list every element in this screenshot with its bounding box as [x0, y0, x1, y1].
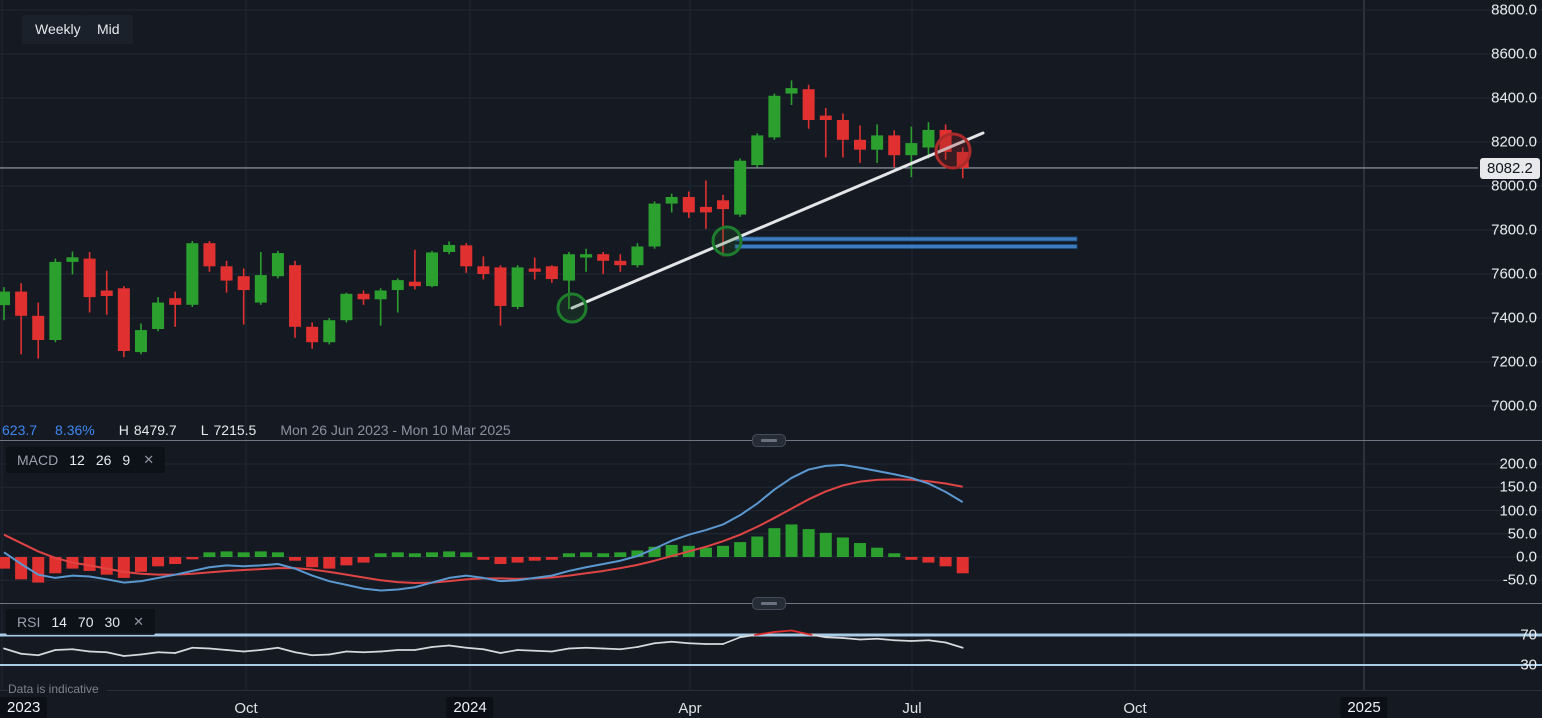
price-tick-label: 7200.0: [1491, 353, 1537, 371]
rsi-close-icon[interactable]: ✕: [133, 614, 144, 629]
pane-resize-handle[interactable]: [752, 597, 786, 610]
rsi-param-lower: 30: [104, 614, 121, 630]
rsi-level-label: 70: [1520, 626, 1537, 644]
macd-tick-label: 100.0: [1499, 502, 1537, 519]
time-axis-label: Oct: [1123, 700, 1147, 717]
high-prefix: H: [118, 422, 129, 438]
time-axis-label: Jul: [902, 700, 922, 717]
price-tick-label: 8800.0: [1491, 1, 1537, 19]
rsi-label: RSI: [17, 614, 41, 630]
rsi-param-upper: 70: [77, 614, 94, 630]
macd-tick-label: 0.0: [1516, 548, 1537, 566]
parallel-line-drawing: [734, 236, 1078, 242]
drawing-overlays[interactable]: [556, 131, 1078, 324]
macd-param-fast: 12: [69, 452, 85, 468]
instrument-status-bar: 623.7 8.36% H 8479.7 L 7215.5 Mon 26 Jun 2…: [2, 421, 511, 439]
gridlines: [0, 0, 1542, 690]
macd-tick-label: 50.0: [1507, 525, 1537, 543]
macd-series: [0, 463, 969, 592]
high-value: H 8479.7: [119, 422, 177, 438]
time-axis-label: Oct: [234, 700, 258, 717]
macd-label: MACD: [17, 452, 59, 468]
macd-param-signal: 9: [122, 452, 131, 468]
green-circle-annotation: [711, 225, 743, 257]
rsi-param-length: 14: [51, 614, 67, 630]
low-number: 7215.5: [213, 422, 257, 438]
low-prefix: L: [200, 422, 209, 438]
mid-price-button[interactable]: Mid: [84, 15, 133, 44]
rsi-indicator-chip[interactable]: RSI 14 70 30 ✕: [6, 609, 155, 635]
indicator-levels: [0, 633, 1542, 666]
macd-tick-label: 200.0: [1499, 455, 1537, 473]
rsi-level-label: 30: [1520, 656, 1537, 674]
data-indicative-disclaimer: Data is indicative: [8, 682, 107, 696]
green-circle-annotation: [556, 292, 588, 324]
price-tick-label: 7600.0: [1491, 265, 1537, 283]
macd-param-slow: 26: [95, 452, 112, 468]
price-series: [0, 80, 969, 359]
time-axis-label: Apr: [678, 700, 702, 717]
high-number: 8479.7: [133, 422, 177, 438]
pane-resize-handle[interactable]: [752, 434, 786, 447]
price-tick-label: 8000.0: [1491, 177, 1537, 195]
macd-tick-label: 150.0: [1499, 478, 1537, 496]
low-value: L 7215.5: [201, 422, 257, 438]
price-tick-label: 8200.0: [1491, 133, 1537, 151]
red-circle-annotation: [934, 132, 972, 170]
timeframe-weekly-button[interactable]: Weekly: [22, 15, 94, 44]
time-axis-label: 2024: [446, 697, 494, 718]
macd-tick-label: -50.0: [1502, 571, 1537, 589]
rsi-series: [3, 629, 964, 657]
parallel-line-drawing: [734, 244, 1078, 249]
price-tick-label: 7000.0: [1491, 397, 1537, 415]
change-value: 623.7: [2, 422, 38, 438]
current-price-label: 8082.2: [1480, 158, 1540, 179]
price-tick-label: 7800.0: [1491, 221, 1537, 239]
macd-indicator-chip[interactable]: MACD 12 26 9 ✕: [6, 447, 166, 473]
time-axis-label: 2025: [1340, 697, 1388, 718]
trendline-drawing: [570, 131, 985, 310]
change-percent: 8.36%: [55, 422, 95, 438]
price-tick-label: 8400.0: [1491, 89, 1537, 107]
price-tick-label: 8600.0: [1491, 45, 1537, 63]
price-tick-label: 7400.0: [1491, 309, 1537, 327]
date-range: Mon 26 Jun 2023 - Mon 10 Mar 2025: [280, 422, 511, 438]
macd-close-icon[interactable]: ✕: [143, 452, 155, 467]
time-axis-label: 2023: [0, 697, 48, 718]
